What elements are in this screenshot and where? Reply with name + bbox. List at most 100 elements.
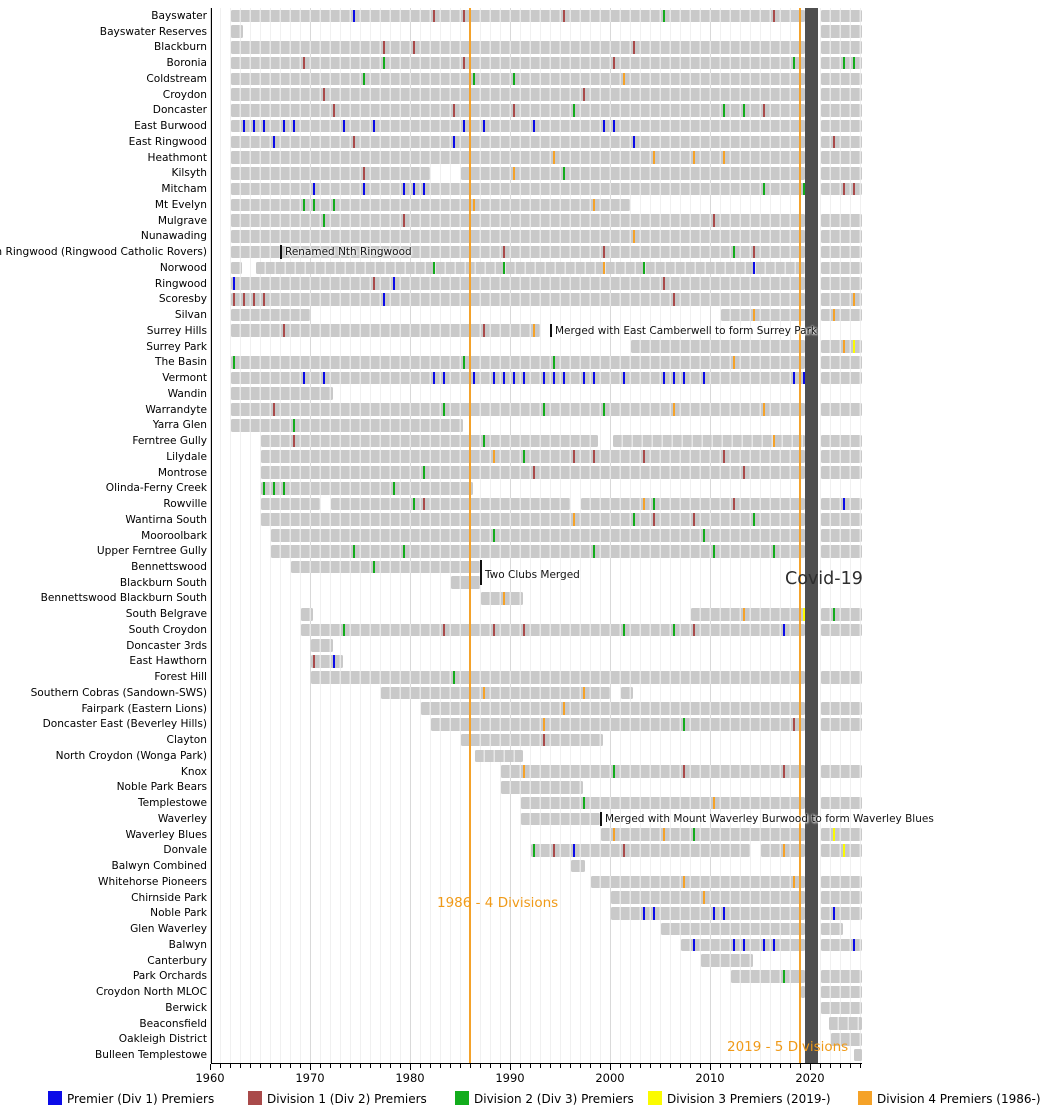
premiership-tick-D1 xyxy=(682,765,686,778)
club-activity-bar xyxy=(820,151,862,164)
x-axis-tick xyxy=(700,1064,701,1068)
club-label: Waverley xyxy=(157,812,207,825)
club-activity-bar xyxy=(820,135,862,149)
club-activity-bar xyxy=(230,56,805,70)
legend-label: Division 3 Premiers (2019-) xyxy=(667,1092,831,1106)
premiership-tick-D1 xyxy=(562,9,566,23)
premiership-tick-P xyxy=(522,371,526,385)
premiership-tick-D1 xyxy=(352,135,356,149)
x-axis-line xyxy=(211,1063,862,1064)
club-activity-bar xyxy=(330,497,570,511)
club-label: Mooroolbark xyxy=(141,529,207,542)
x-axis-tick-label: 1970 xyxy=(295,1071,325,1085)
x-axis-tick xyxy=(430,1064,431,1068)
club-activity-bar xyxy=(230,214,805,227)
premiership-tick-D2 xyxy=(392,481,396,495)
club-activity-bar xyxy=(820,340,862,353)
premiership-tick-D1 xyxy=(732,497,736,511)
premiership-tick-P xyxy=(552,371,556,385)
premiership-tick-D1 xyxy=(462,9,466,23)
club-activity-bar xyxy=(310,639,333,653)
year-gridline xyxy=(210,8,211,1063)
premiership-tick-D1 xyxy=(792,718,796,731)
premiership-tick-D4 xyxy=(492,450,496,464)
premiership-tick-D4 xyxy=(652,151,656,164)
x-axis-tick xyxy=(210,1064,211,1070)
premiership-tick-D2 xyxy=(382,56,386,70)
premiership-tick-D2 xyxy=(562,167,566,180)
premiership-tick-P xyxy=(732,938,736,952)
x-axis-tick xyxy=(610,1064,611,1070)
premiership-tick-D2 xyxy=(482,434,486,448)
club-activity-bar xyxy=(820,355,862,369)
club-label: East Hawthorn xyxy=(129,655,207,668)
x-axis-tick xyxy=(220,1064,221,1068)
premiership-tick-D4 xyxy=(712,796,716,810)
club-activity-bar xyxy=(630,340,805,353)
club-label: East Burwood xyxy=(134,120,207,133)
club-label: Rowville xyxy=(163,498,207,510)
club-label: Glen Waverley xyxy=(130,923,207,936)
club-activity-bar xyxy=(230,119,805,133)
x-axis-tick xyxy=(840,1064,841,1068)
premiership-tick-D1 xyxy=(322,88,326,101)
premiership-tick-P xyxy=(532,119,536,133)
premiership-tick-D4 xyxy=(472,198,476,212)
club-activity-bar xyxy=(820,450,862,464)
club-label: Clayton xyxy=(166,734,207,747)
club-label: South Croydon xyxy=(128,623,207,636)
club-activity-bar xyxy=(820,607,862,621)
club-activity-bar xyxy=(230,230,805,243)
premiership-tick-D2 xyxy=(362,72,366,86)
premiership-tick-D4 xyxy=(842,340,846,353)
premiership-tick-D2 xyxy=(832,607,836,621)
club-activity-bar xyxy=(590,875,805,889)
club-activity-bar xyxy=(820,718,862,731)
premiership-tick-D2 xyxy=(792,56,796,70)
club-label: Mulgrave xyxy=(157,214,207,227)
club-activity-bar xyxy=(380,686,610,700)
premiership-tick-P xyxy=(492,371,496,385)
y-axis-line xyxy=(211,8,212,1063)
legend-label: Division 1 (Div 2) Premiers xyxy=(267,1092,427,1106)
club-activity-bar xyxy=(430,718,805,731)
club-activity-bar xyxy=(820,182,862,196)
club-activity-bar xyxy=(230,324,540,338)
club-label: Boronia xyxy=(166,57,207,70)
premiership-tick-D1 xyxy=(552,844,556,857)
premiership-tick-D2 xyxy=(282,481,286,495)
x-axis-tick xyxy=(370,1064,371,1068)
premiership-tick-P xyxy=(832,907,836,920)
club-label: Ferntree Gully xyxy=(132,435,207,448)
premiership-tick-P xyxy=(592,371,596,385)
premiership-tick-P xyxy=(432,371,436,385)
club-label: Berwick xyxy=(165,1001,207,1014)
premiership-tick-D1 xyxy=(642,450,646,464)
club-activity-bar xyxy=(820,765,862,778)
club-label: Mt Evelyn xyxy=(154,198,207,211)
x-axis-tick xyxy=(510,1064,511,1070)
club-activity-bar xyxy=(660,922,805,936)
legend-label: Division 2 (Div 3) Premiers xyxy=(474,1092,634,1106)
premiership-tick-D4 xyxy=(602,261,606,275)
x-axis-tick xyxy=(750,1064,751,1068)
x-axis-tick xyxy=(580,1064,581,1068)
premiership-tick-D1 xyxy=(652,513,656,527)
premiership-tick-D2 xyxy=(552,355,556,369)
club-activity-bar xyxy=(820,293,862,306)
premiership-tick-P xyxy=(502,371,506,385)
x-axis-tick xyxy=(350,1064,351,1068)
premiership-tick-D4 xyxy=(752,308,756,322)
premiership-tick-D2 xyxy=(782,970,786,983)
premiership-tick-D1 xyxy=(752,245,756,259)
premiership-tick-D2 xyxy=(342,623,346,637)
premiership-tick-D1 xyxy=(842,182,846,196)
club-activity-bar xyxy=(230,167,430,180)
premiership-tick-D4 xyxy=(622,72,626,86)
covid-band xyxy=(805,8,818,1063)
premiership-tick-P xyxy=(602,119,606,133)
premiership-tick-P xyxy=(682,371,686,385)
premiership-tick-D2 xyxy=(262,481,266,495)
premiership-tick-P xyxy=(752,261,756,275)
club-label: Whitehorse Pioneers xyxy=(98,875,207,888)
